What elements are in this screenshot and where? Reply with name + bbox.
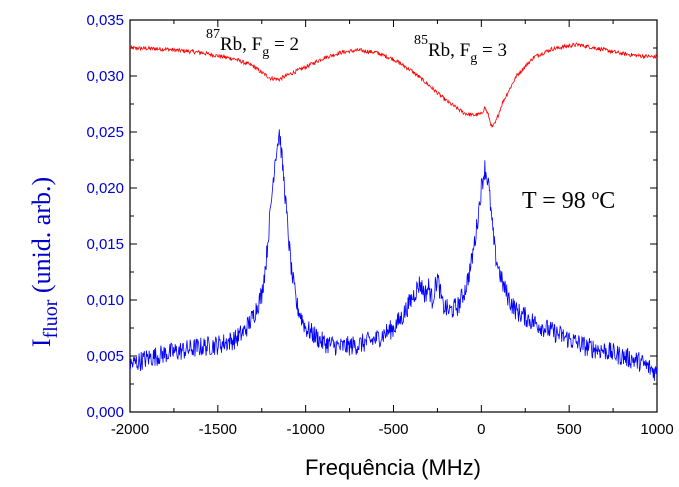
annotation-87rb-sub: g bbox=[262, 45, 269, 60]
y-tick-label: 0,030 bbox=[86, 68, 124, 85]
annotation-87rb: 87Rb, Fg = 2 bbox=[206, 27, 299, 60]
y-tick-label: 0,035 bbox=[86, 12, 124, 29]
annotation-85rb-mass: 85 bbox=[414, 33, 428, 48]
x-tick-label: -1500 bbox=[199, 421, 237, 438]
y-axis-label-subscript: fluor bbox=[40, 299, 62, 338]
x-tick-label: -1000 bbox=[286, 421, 324, 438]
y-tick-label: 0,015 bbox=[86, 236, 124, 253]
series-line-blue bbox=[129, 129, 658, 381]
y-tick-label: 0,005 bbox=[86, 348, 124, 365]
plot-area bbox=[129, 19, 658, 413]
series-layer bbox=[129, 42, 658, 381]
x-tick-label: -500 bbox=[378, 421, 408, 438]
y-axis-label-main: I bbox=[27, 338, 56, 347]
x-axis-label: Frequência (MHz) bbox=[305, 455, 481, 480]
temperature-annotation: T = 98 ºC bbox=[522, 188, 615, 214]
x-tick-label: 500 bbox=[557, 421, 582, 438]
annotation-87rb-mass: 87 bbox=[206, 27, 220, 42]
annotation-87rb-text: Rb, F bbox=[220, 34, 262, 55]
y-axis-label-rest: (unid. arb.) bbox=[27, 177, 56, 300]
annotation-85rb-text: Rb, F bbox=[428, 40, 470, 61]
series-line-red bbox=[129, 42, 658, 128]
y-tick-label: 0,000 bbox=[86, 404, 124, 421]
x-tick-label: 1000 bbox=[640, 421, 673, 438]
x-axis: -2000 -1500 -1000 -500 0 500 1000 bbox=[111, 20, 674, 438]
y-tick-label: 0,025 bbox=[86, 124, 124, 141]
y-tick-label: 0,020 bbox=[86, 180, 124, 197]
y-axis-label: Ifluor (unid. arb.) bbox=[27, 177, 62, 347]
x-tick-label: 0 bbox=[477, 421, 485, 438]
y-tick-label: 0,010 bbox=[86, 292, 124, 309]
annotation-85rb: 85Rb, Fg = 3 bbox=[414, 33, 507, 66]
annotation-85rb-sub: g bbox=[470, 51, 477, 66]
annotation-87rb-tail: = 2 bbox=[269, 34, 299, 55]
annotation-85rb-tail: = 3 bbox=[477, 40, 507, 61]
x-tick-label: -2000 bbox=[111, 421, 149, 438]
y-axis: 0,000 0,005 0,010 0,015 0,020 0,025 0,030 0,035 bbox=[86, 12, 657, 421]
